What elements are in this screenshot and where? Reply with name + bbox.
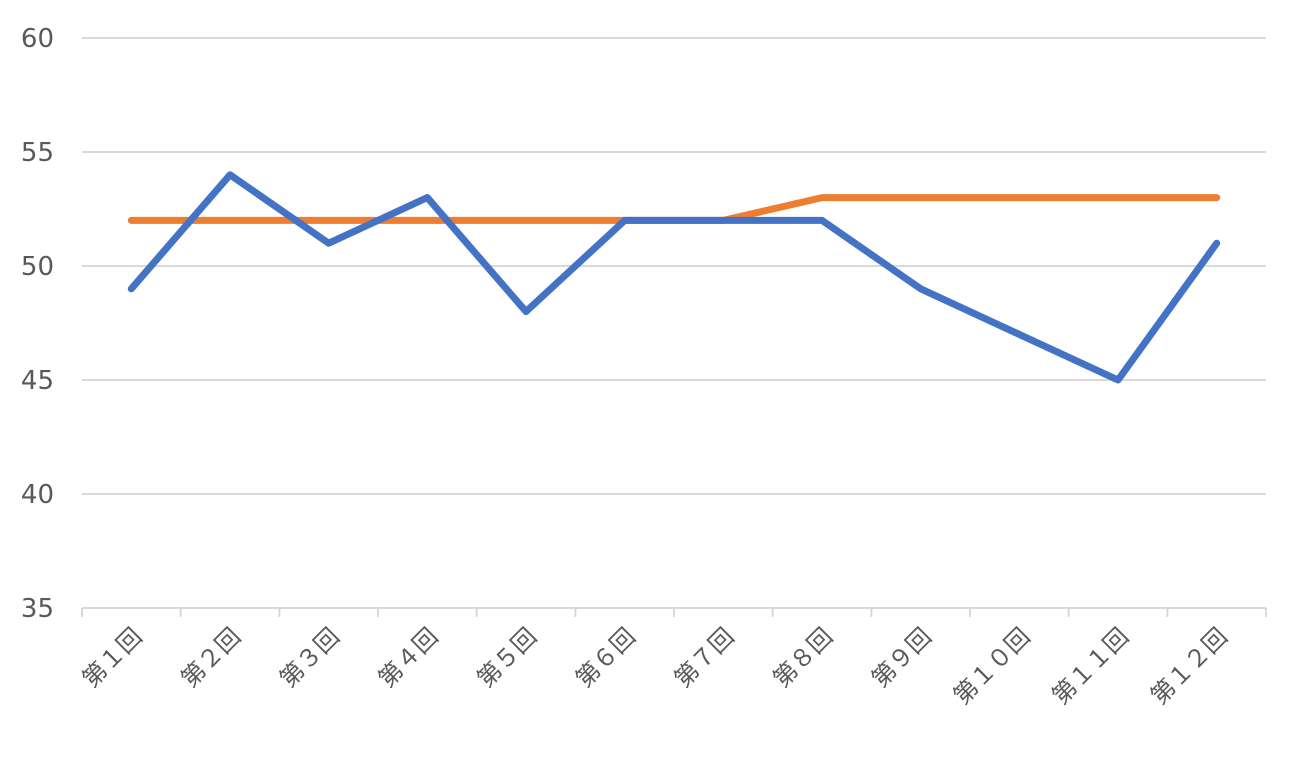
series-lines [127, 171, 1221, 384]
y-tick-label: 45 [21, 366, 54, 396]
x-tick-label: 第３回 [274, 622, 345, 693]
y-tick-label: 50 [21, 252, 54, 282]
y-tick-label: 35 [21, 594, 54, 624]
x-tick-label: 第４回 [373, 622, 444, 693]
y-axis-tick-labels: 35 40 45 50 55 60 [21, 24, 54, 624]
x-tick-label: 第１回 [77, 622, 148, 693]
x-tick-label: 第９回 [866, 622, 937, 693]
x-tick-label: 第７回 [669, 622, 740, 693]
y-tick-label: 40 [21, 480, 54, 510]
gridlines [82, 37, 1266, 495]
x-tick-label: 第１０回 [948, 622, 1036, 710]
y-tick-label: 60 [21, 24, 54, 54]
x-tick-label: 第６回 [570, 622, 641, 693]
x-tick-label: 第８回 [768, 622, 839, 693]
series-line-2 [127, 171, 1221, 384]
y-tick-label: 55 [21, 138, 54, 168]
x-tick-label: 第２回 [176, 622, 247, 693]
x-axis-tick-labels: 第１回 第２回 第３回 第４回 第５回 第６回 第７回 第８回 第９回 第１０回 第１１回 第１２回 [77, 622, 1233, 710]
x-tick-label: 第５回 [472, 622, 543, 693]
x-tick-label: 第１１回 [1047, 622, 1135, 710]
x-axis [81, 607, 1267, 617]
x-tick-label: 第１２回 [1145, 622, 1233, 710]
